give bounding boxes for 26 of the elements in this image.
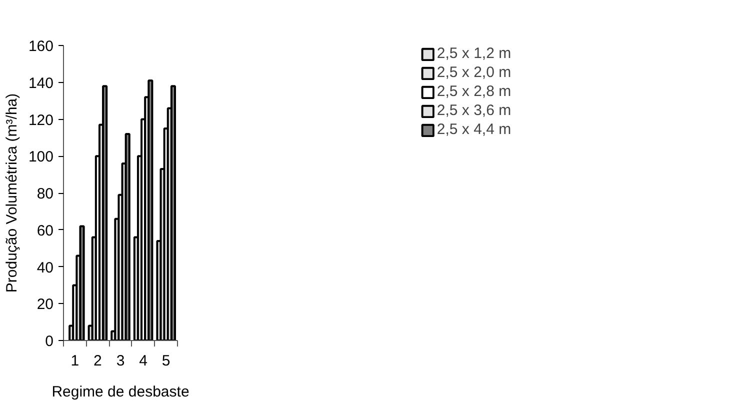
x-tick-label: 3 (116, 352, 125, 370)
y-tick-label: 60 (36, 222, 54, 240)
y-tick-label: 160 (28, 38, 54, 55)
y-axis-title: Produção Volumétrica (m³/ha) (3, 93, 20, 293)
x-tick-label: 5 (162, 352, 170, 370)
x-tick-label: 4 (139, 352, 148, 370)
y-tick-label: 120 (28, 112, 54, 129)
legend-label: 2,5 x 4,4 m (436, 121, 512, 138)
legend-label: 2,5 x 1,2 m (436, 45, 512, 62)
y-tick-label: 100 (28, 148, 54, 166)
y-tick-label: 0 (45, 333, 54, 350)
legend-label: 2,5 x 2,8 m (436, 83, 512, 100)
bar (170, 85, 176, 340)
bar (102, 85, 108, 340)
bar (148, 80, 154, 340)
bar (124, 133, 130, 340)
y-tick-label: 80 (36, 186, 54, 202)
bar (79, 225, 85, 340)
x-axis-title: Regime de desbaste (52, 384, 190, 400)
y-tick-label: 40 (36, 259, 54, 276)
x-tick-label: 1 (70, 352, 80, 370)
x-tick-label: 2 (94, 352, 102, 370)
legend-label: 2,5 x 3,6 m (436, 102, 512, 119)
legend-label: 2,5 x 2,0 m (436, 64, 512, 81)
y-tick-label: 140 (28, 74, 54, 92)
y-tick-label: 20 (36, 296, 54, 314)
